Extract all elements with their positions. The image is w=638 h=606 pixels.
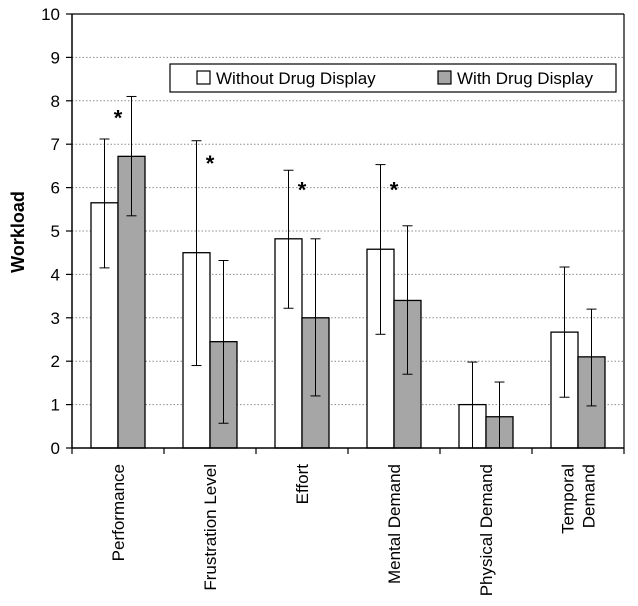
y-tick-label: 7 xyxy=(51,135,60,154)
legend-label: With Drug Display xyxy=(457,69,594,88)
error-bars xyxy=(99,95,597,449)
y-tick-label: 0 xyxy=(51,439,60,458)
significance-markers: * * * * xyxy=(114,106,399,203)
y-tick-label: 4 xyxy=(51,265,60,284)
y-tick-label: 9 xyxy=(51,48,60,67)
y-tick-label: 6 xyxy=(51,179,60,198)
x-category-labels: Performance Frustration Level Effort Mental… xyxy=(109,464,599,597)
y-axis-label: Workload xyxy=(8,191,28,273)
x-category-label: Mental Demand xyxy=(385,464,404,584)
y-tick-label: 5 xyxy=(51,222,60,241)
significance-asterisk: * xyxy=(390,177,399,202)
x-category-label: Physical Demand xyxy=(477,464,496,596)
legend-swatch xyxy=(196,70,211,85)
y-tick-label: 3 xyxy=(51,309,60,328)
y-tick-label: 8 xyxy=(51,92,60,111)
axes xyxy=(66,13,625,454)
y-tick-label: 1 xyxy=(51,396,60,415)
significance-asterisk: * xyxy=(114,106,123,131)
y-tick-label: 2 xyxy=(51,352,60,371)
x-category-label: Effort xyxy=(293,464,312,505)
x-category-label: Frustration Level xyxy=(201,464,220,591)
legend: Without Drug Display With Drug Display xyxy=(169,63,617,93)
legend-box xyxy=(169,63,617,93)
gridlines xyxy=(72,56,624,406)
legend-swatch xyxy=(437,70,452,85)
y-tick-labels: 0 1 2 3 4 5 6 7 8 9 10 xyxy=(41,5,60,458)
x-category-label: Performance xyxy=(109,464,128,561)
x-category-label: Temporal xyxy=(559,464,578,534)
significance-asterisk: * xyxy=(206,151,215,176)
x-category-label: Demand xyxy=(580,464,599,528)
y-tick-label: 10 xyxy=(41,5,60,24)
legend-label: Without Drug Display xyxy=(216,69,376,88)
significance-asterisk: * xyxy=(298,177,307,202)
